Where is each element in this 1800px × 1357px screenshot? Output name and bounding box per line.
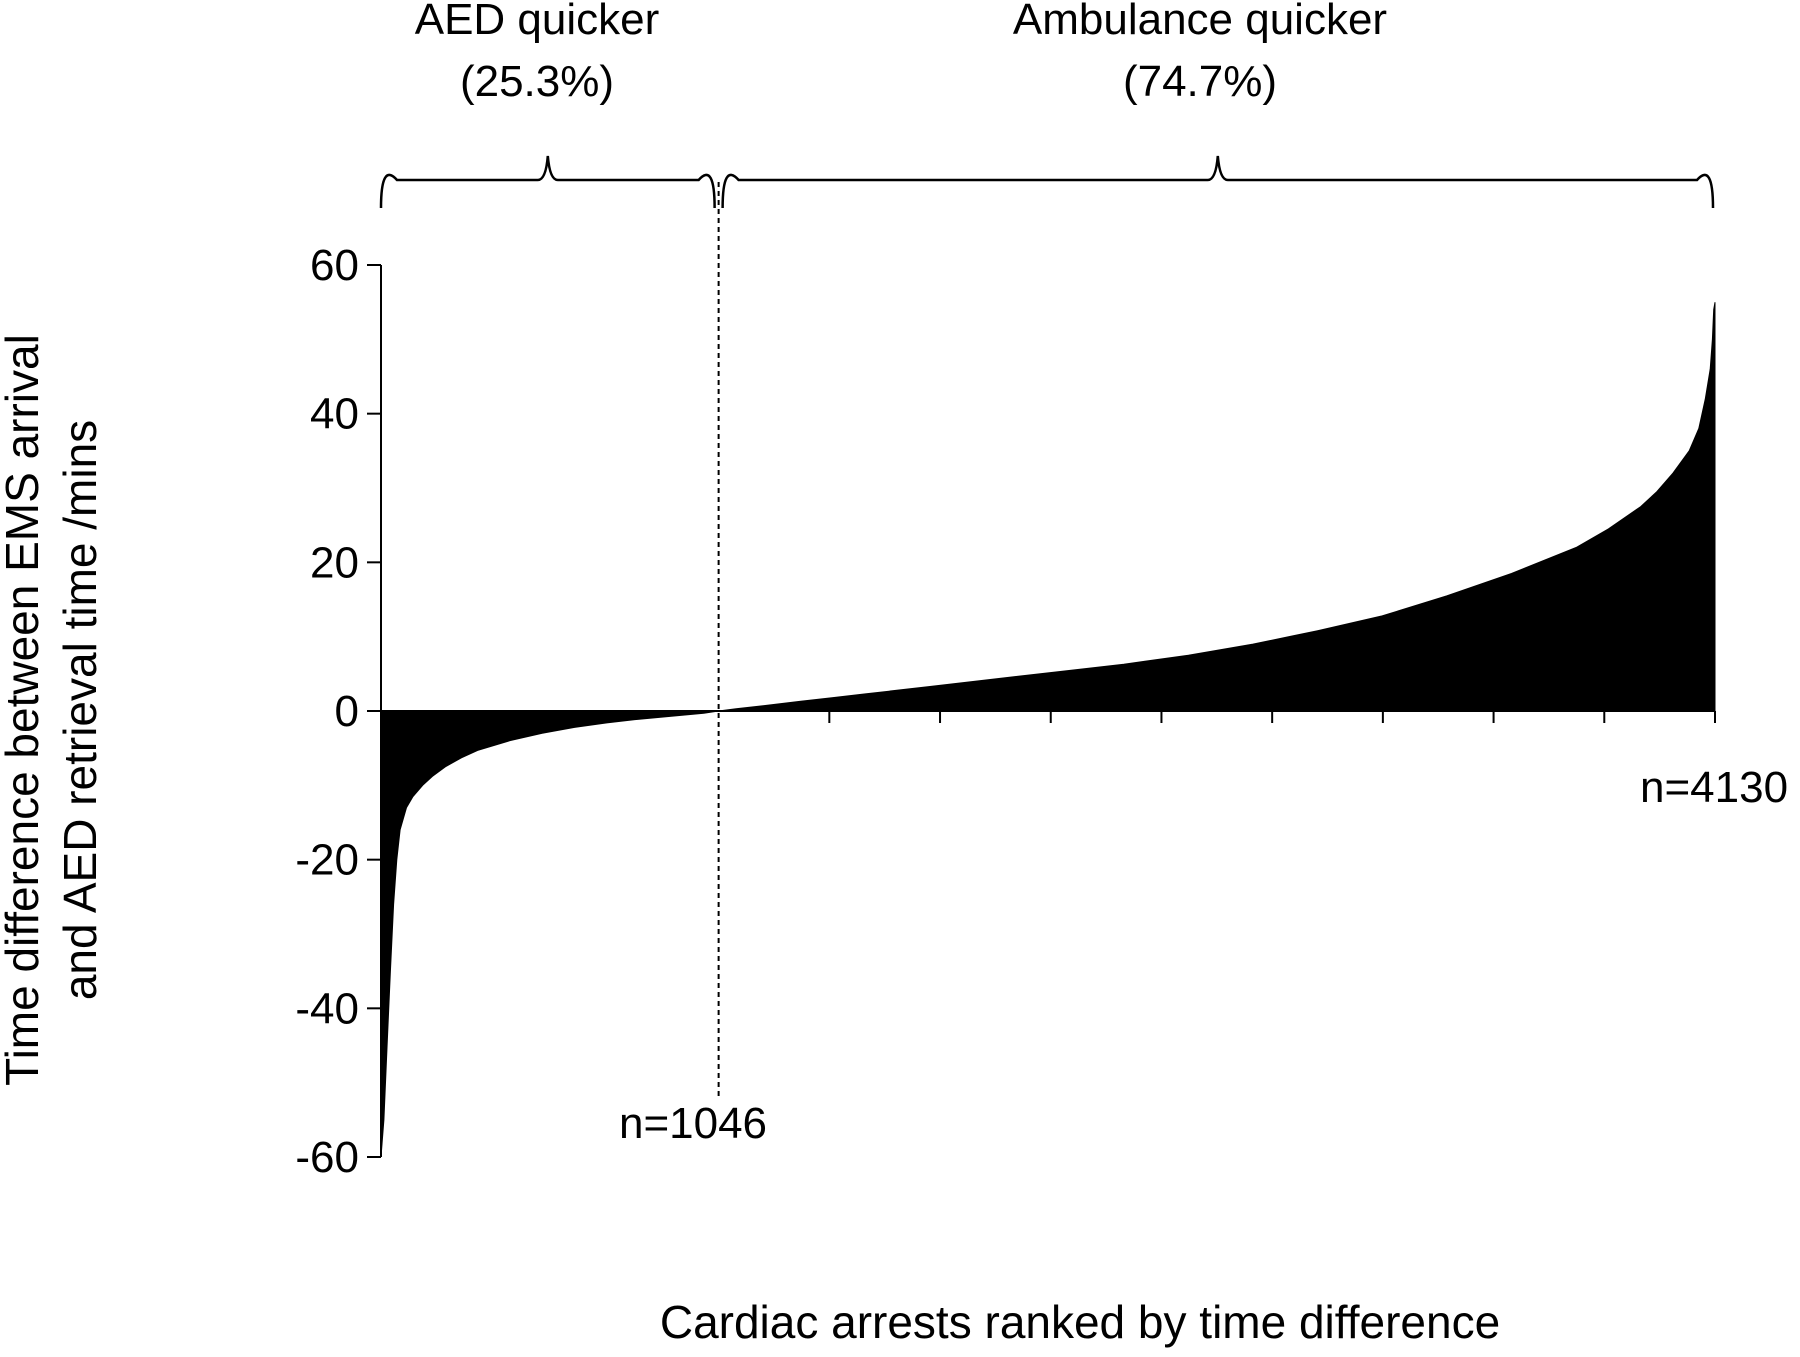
y-axis-title-line2: and AED retrieval time /mins [54, 420, 106, 1000]
ranked-area-series [380, 302, 1716, 1158]
y-tick-label: -20 [295, 836, 359, 885]
annotation-n-1046: n=1046 [619, 1099, 767, 1148]
group-percent-aed: (25.3%) [460, 57, 614, 106]
group-label-ambulance: Ambulance quicker [1013, 0, 1387, 44]
annotations-group [379, 155, 1715, 1100]
y-tick-label: 60 [310, 241, 359, 290]
data-area-group [380, 302, 1716, 1158]
x-axis-title: Cardiac arrests ranked by time differenc… [660, 1296, 1500, 1348]
group-percent-ambulance: (74.7%) [1123, 57, 1277, 106]
axes-group: -60 -40 -20 0 20 40 60 [295, 241, 1716, 1182]
bracket-ambulance-quicker [721, 155, 1715, 209]
y-tick-label: 40 [310, 390, 359, 439]
y-axis-title-line1: Time difference between EMS arrival [0, 334, 48, 1086]
y-tick-label: 20 [310, 538, 359, 587]
bracket-aed-quicker [379, 155, 716, 209]
y-tick-label: -60 [295, 1133, 359, 1182]
annotation-n-4130: n=4130 [1640, 763, 1788, 812]
y-tick-label: 0 [335, 687, 359, 736]
y-tick-label: -40 [295, 984, 359, 1033]
group-label-aed: AED quicker [415, 0, 660, 44]
